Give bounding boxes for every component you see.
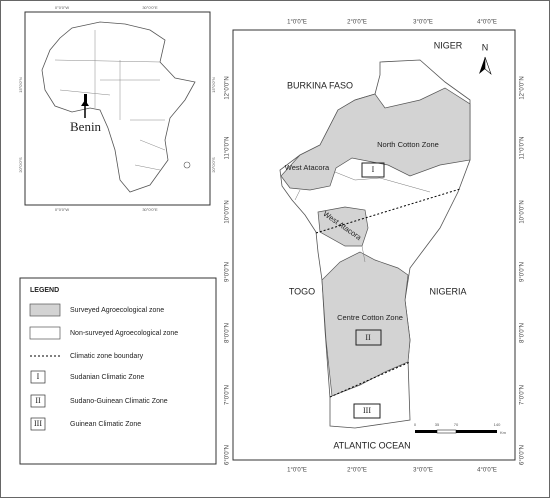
legend: LEGEND Surveyed Agroecological zone Non-… [19,277,217,465]
scale-label: 0 [414,422,417,427]
zone-label: West Atacora [285,163,330,172]
longitude-label: 4°0'0"E [477,468,497,474]
longitude-label: 2°0'0"E [347,20,367,26]
scale-label: 70 [454,422,459,427]
latitude-label: 10°0'0"N [520,200,526,223]
scale-segment [436,429,457,434]
latitude-label: 12°0'0"N [225,76,231,99]
centre-cotton-zone [321,251,411,397]
zone-label: North Cotton Zone [377,140,439,149]
longitude-label: 3°0'0"E [413,468,433,474]
scale-label: 140 [494,422,501,427]
country-borders [54,30,166,171]
scale-segment [456,430,497,433]
tick-label: 15°0'0"N [18,77,23,93]
zone-box [353,403,381,419]
latitude-label: 7°0'0"N [520,385,526,405]
latitude-label: 7°0'0"N [225,385,231,405]
tick-label: 15°0'0"N [211,77,216,93]
madagascar [183,161,191,169]
legend-label: Sudano-Guinean Climatic Zone [70,398,168,405]
latitude-label: 9°0'0"N [520,262,526,282]
zone-box [361,162,385,178]
tick-label: 30°0'0"E [142,207,158,212]
legend-symbol: III [34,419,42,428]
legend-swatch [29,326,61,340]
box-label: I [372,165,375,174]
longitude-label: 1°0'0"E [287,20,307,26]
main-map: I II III NIGER BURKINA FASO TOGO NIGERIA… [225,20,526,474]
country-label: BURKINA FASO [287,80,353,90]
latitude-label: 6°0'0"N [520,445,526,465]
scale-bar: 0 35 70 140 Km [414,422,507,435]
longitude-label: 1°0'0"E [287,468,307,474]
longitude-label: 2°0'0"E [347,468,367,474]
scale-unit: Km [500,430,507,435]
zone-box [355,329,382,346]
north-cotton-zone [280,87,471,191]
climatic-boundary [329,361,411,398]
latitude-label: 9°0'0"N [225,262,231,282]
legend-label: Guinean Climatic Zone [70,421,141,428]
legend-title: LEGEND [30,287,59,294]
tick-label: 0°0'0"W [55,207,69,212]
longitude-label: 3°0'0"E [413,20,433,26]
zone-borders [294,171,431,263]
latitude-label: 11°0'0"N [520,137,526,160]
legend-swatch [29,303,61,317]
latitude-label: 8°0'0"N [225,323,231,343]
legend-label: Surveyed Agroecological zone [70,307,164,314]
longitude-label: 4°0'0"E [477,20,497,26]
north-label: N [482,42,489,52]
legend-label: Climatic zone boundary [70,353,144,360]
legend-label: Sudanian Climatic Zone [70,374,144,381]
africa-outline [41,21,196,193]
tick-label: 30°0'0"E [142,5,158,10]
country-label: NIGERIA [429,286,466,296]
north-arrow [479,57,485,74]
map-ticks: 1°0'0"E 1°0'0"E 2°0'0"E 2°0'0"E 3°0'0"E 3°0'0… [225,20,526,474]
latitude-label: 6°0'0"N [225,445,231,465]
benin-label: Benin [70,119,102,134]
latitude-label: 11°0'0"N [225,137,231,160]
tick-label: 20°0'0"S [18,157,23,173]
scale-label: 35 [435,422,440,427]
inset-map: Benin 0°0'0"W 30°0'0"E 0°0'0"W 30°0'0"E … [18,5,216,212]
legend-symbol: I [37,372,40,381]
arrow-head [81,100,89,106]
country-label: ATLANTIC OCEAN [333,440,410,450]
latitude-label: 12°0'0"N [520,76,526,99]
west-atacora-zone [317,206,369,247]
zone-label: Centre Cotton Zone [337,313,403,322]
country-label: TOGO [289,286,315,296]
legend-symbol: II [35,396,41,405]
latitude-label: 10°0'0"N [225,200,231,223]
box-label: III [363,406,371,415]
scale-segment [415,430,437,433]
country-label: NIGER [434,40,463,50]
benin-location [84,94,87,106]
north-arrow [484,56,492,75]
climatic-boundary [315,188,461,234]
legend-box [30,370,46,384]
latitude-label: 8°0'0"N [520,323,526,343]
tick-label: 20°0'0"S [211,157,216,173]
legend-box [30,394,46,408]
legend-label: Non-surveyed Agroecological zone [70,330,178,337]
box-label: II [365,333,371,342]
legend-box [30,417,46,431]
tick-label: 0°0'0"W [55,5,69,10]
